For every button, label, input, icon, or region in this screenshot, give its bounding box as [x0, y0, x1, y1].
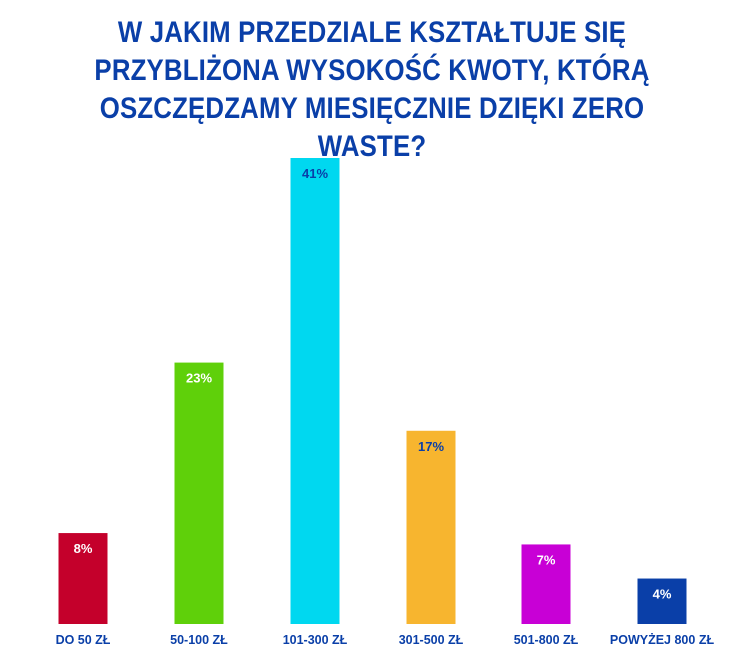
chart-title-line-3: OSZCZĘDZAMY MIESIĘCZNIE DZIĘKI ZERO WAST… — [99, 92, 645, 163]
chart-title-line-1: W JAKIM PRZEDZIALE KSZTAŁTUJE SIĘ — [117, 16, 627, 49]
bar-5 — [521, 544, 571, 624]
bar-1 — [58, 533, 108, 624]
bar-value-label-1: 8% — [74, 541, 93, 556]
chart-title: W JAKIM PRZEDZIALE KSZTAŁTUJE SIĘ PRZYBL… — [52, 14, 692, 166]
bar-value-label-3: 41% — [302, 166, 328, 181]
bar-3 — [290, 158, 340, 624]
chart-title-line-2: PRZYBLIŻONA WYSOKOŚĆ KWOTY, KTÓRĄ — [94, 54, 650, 87]
bar-2 — [174, 362, 224, 624]
category-label-3: 101-300 ZŁ — [283, 633, 348, 647]
category-label-4: 301-500 ZŁ — [399, 633, 464, 647]
bar-value-label-6: 4% — [653, 587, 672, 602]
category-label-2: 50-100 ZŁ — [170, 633, 228, 647]
bar-6 — [637, 578, 687, 624]
bar-value-label-4: 17% — [418, 439, 444, 454]
bar-value-label-2: 23% — [186, 371, 212, 386]
category-label-1: DO 50 ZŁ — [56, 633, 111, 647]
category-label-5: 501-800 ZŁ — [514, 633, 579, 647]
bar-value-label-5: 7% — [537, 552, 556, 567]
category-label-6: POWYŻEJ 800 ZŁ — [610, 632, 715, 647]
bar-4 — [406, 430, 456, 624]
